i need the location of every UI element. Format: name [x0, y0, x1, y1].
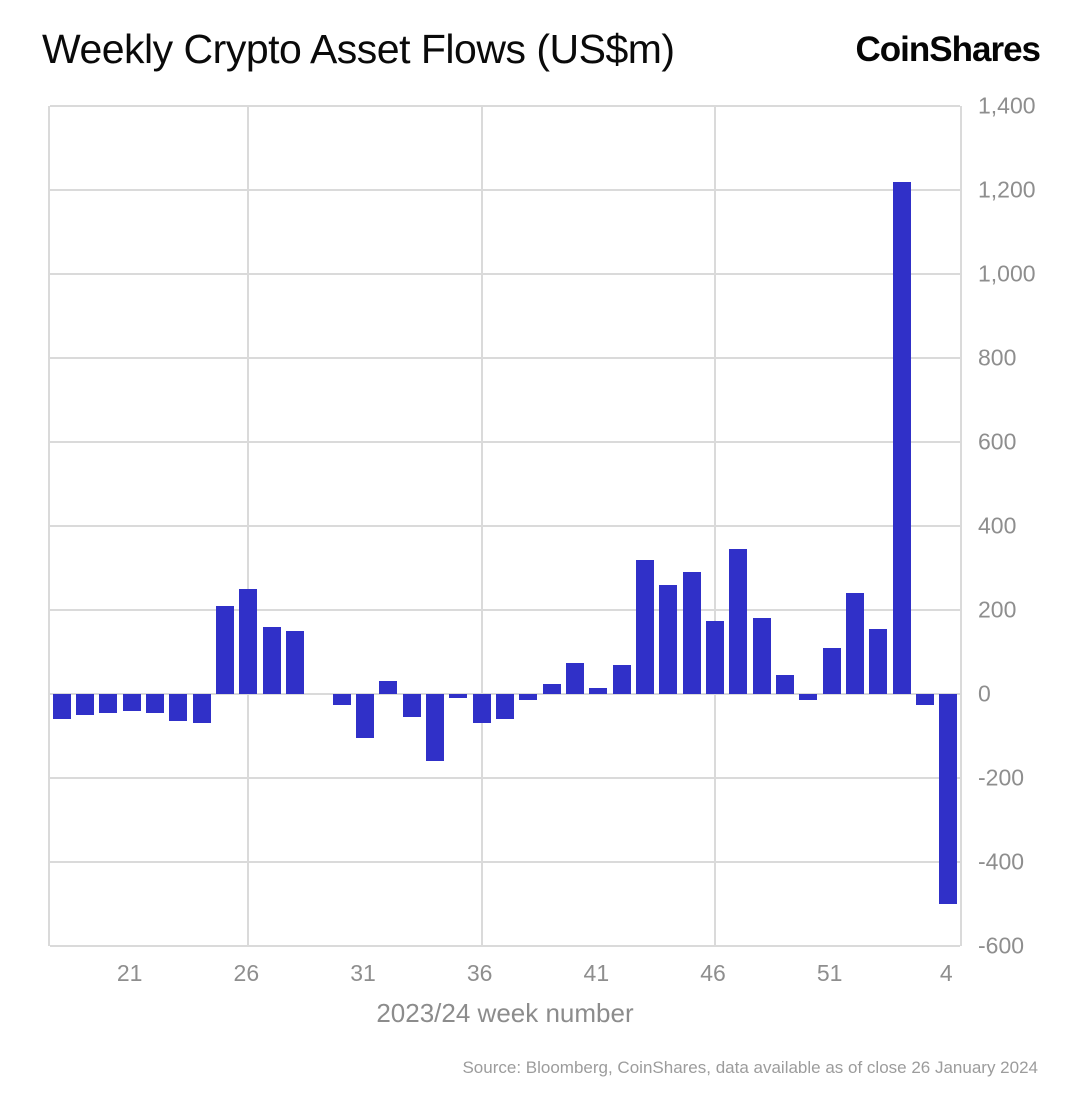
y-tick-label: 600 [978, 428, 1017, 455]
gridline-h [50, 273, 960, 275]
bar-week-18 [52, 694, 71, 720]
gridline-h [50, 861, 960, 863]
bar-week-40 [565, 662, 585, 694]
bar-week-24 [192, 694, 211, 724]
bar-week-45 [682, 572, 701, 694]
bar-week-1 [869, 628, 888, 694]
bar-week-50 [799, 694, 818, 701]
bar-week-26 [239, 589, 258, 694]
bar-week-52 [845, 593, 865, 694]
y-tick-label: -200 [978, 764, 1025, 791]
y-axis: 1,400 1,200 1,000 800 600 400 200 0 -200 -400 -600 [978, 93, 1078, 959]
y-tick-label: 400 [978, 512, 1017, 539]
bar-week-22 [145, 694, 165, 713]
gridline-h [50, 105, 960, 107]
x-tick-label: 4 [939, 960, 953, 986]
gridline-h [50, 189, 960, 191]
bar-week-35 [449, 694, 468, 699]
bar-week-31 [355, 694, 375, 739]
gridline-h [50, 441, 960, 443]
x-tick-label: 31 [350, 960, 376, 986]
bar-week-20 [99, 694, 118, 713]
bar-week-48 [752, 618, 771, 694]
gridline-h [50, 945, 960, 947]
gridline-v [247, 106, 250, 946]
bar-week-43 [635, 559, 655, 694]
coinshares-logo: CoinShares [855, 30, 1041, 69]
x-tick-label: 41 [583, 960, 610, 986]
bar-week-28 [285, 631, 305, 694]
bar-week-44 [659, 584, 678, 694]
y-tick-label: 200 [978, 596, 1017, 623]
bar-week-2 [892, 181, 911, 694]
bar-week-4 [939, 694, 958, 904]
bar-week-27 [262, 626, 281, 694]
y-tick-label: 0 [978, 680, 991, 707]
bar-week-51 [822, 647, 841, 694]
gridline-h [50, 777, 960, 779]
bar-week-19 [75, 694, 95, 715]
bar-week-42 [612, 664, 631, 694]
x-tick-label: 26 [233, 960, 260, 986]
x-tick-label: 36 [466, 960, 493, 986]
x-tick-label: 51 [816, 960, 843, 986]
bar-week-38 [519, 694, 538, 701]
y-tick-label: 800 [978, 344, 1017, 371]
gridline-h [50, 357, 960, 359]
bar-week-3 [915, 694, 935, 705]
chart-title: Weekly Crypto Asset Flows (US$m) [42, 26, 675, 72]
gridline-v [714, 106, 716, 946]
bar-week-30 [332, 694, 351, 705]
y-tick-label: 1,000 [978, 260, 1036, 287]
x-tick-label: 46 [700, 960, 726, 986]
x-axis-label: 2023/24 week number [376, 998, 634, 1028]
plot-area [48, 105, 962, 947]
bar-week-46 [705, 620, 725, 694]
bar-week-41 [589, 687, 608, 694]
bar-week-47 [729, 549, 748, 694]
bar-week-37 [495, 694, 515, 720]
y-tick-label: -600 [978, 932, 1025, 959]
x-tick-label: 21 [116, 960, 143, 986]
bar-week-21 [122, 694, 141, 711]
bar-week-34 [425, 694, 445, 762]
gridline-h [50, 609, 960, 611]
source-note: Source: Bloomberg, CoinShares, data avai… [462, 1058, 1038, 1077]
bar-week-32 [379, 681, 398, 694]
x-axis: 21 26 31 36 41 46 51 4 [48, 952, 962, 986]
gridline-h [50, 525, 960, 527]
y-tick-label: 1,200 [978, 176, 1036, 203]
bar-week-23 [169, 694, 188, 722]
y-tick-label: 1,400 [978, 92, 1036, 119]
bar-week-36 [472, 694, 491, 724]
y-tick-label: -400 [978, 848, 1025, 875]
gridline-v [480, 106, 483, 946]
bar-week-25 [215, 605, 235, 694]
bar-week-49 [775, 675, 795, 694]
bar-week-33 [402, 694, 421, 718]
bar-week-39 [542, 683, 561, 694]
